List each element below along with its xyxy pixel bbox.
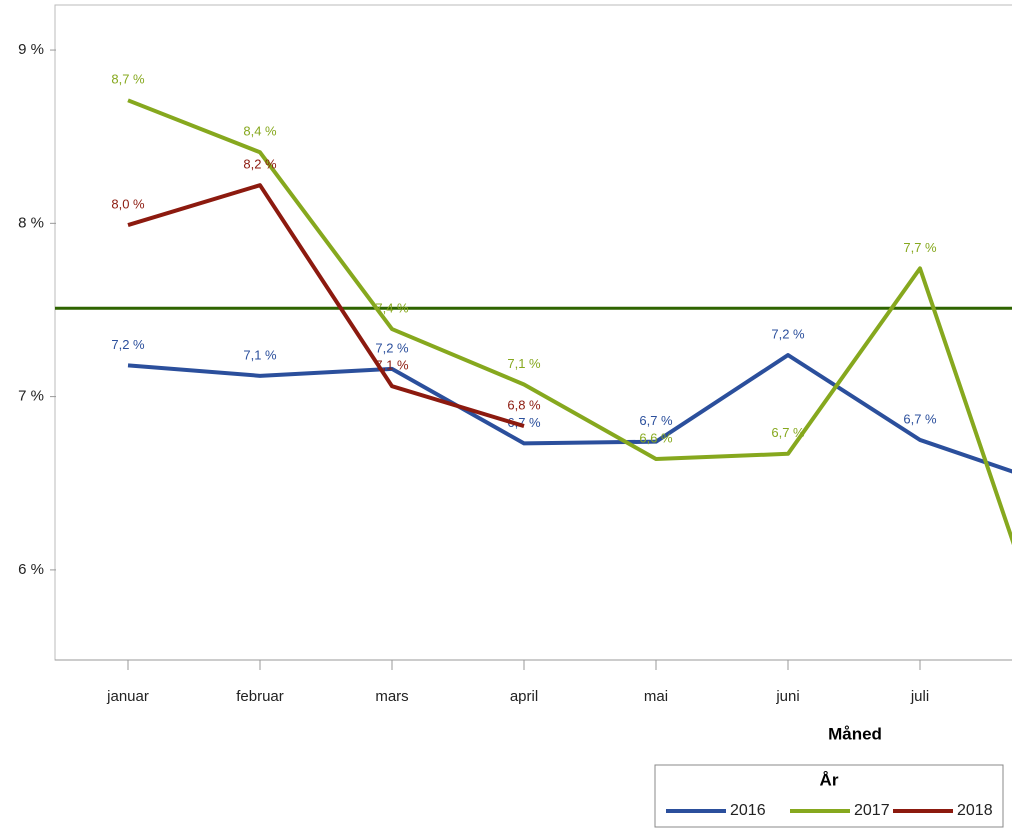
y-tick-label: 6 % [18,561,44,578]
data-label: 6,7 % [639,413,673,428]
data-label: 6,7 % [507,415,541,430]
data-label: 7,7 % [903,240,937,255]
legend-box [654,764,1004,828]
data-label: 8,2 % [243,157,277,172]
plot-frame [54,4,1012,661]
data-label: 8,0 % [111,197,145,212]
data-label: 8,7 % [111,72,145,87]
data-label: 7,4 % [375,300,409,315]
x-tick-label: april [510,688,538,705]
x-tick-label: juli [910,688,929,705]
data-label: 6,8 % [507,398,541,413]
data-label: 7,2 % [771,326,805,341]
legend-label: 2016 [730,802,766,819]
series-line [127,183,525,428]
data-label: 6,7 % [771,425,805,440]
y-tick-label: 8 % [18,214,44,231]
series-line [127,98,1012,546]
series-line [127,353,1012,474]
legend-label: 2018 [957,802,993,819]
x-tick-label: mars [375,688,408,705]
data-label: 7,1 % [507,356,541,371]
x-tick-label: februar [236,688,284,705]
data-label: 8,4 % [243,124,277,139]
data-label: 7,1 % [375,358,409,373]
x-tick-label: juni [775,688,799,705]
legend-label: 2017 [854,802,890,819]
y-tick-label: 7 % [18,388,44,405]
y-tick-label: 9 % [18,41,44,58]
data-label: 6,7 % [903,411,937,426]
data-label: 6,6 % [639,430,673,445]
x-axis-label: Måned [828,724,882,743]
x-tick-label: januar [106,688,149,705]
data-label: 7,1 % [243,347,277,362]
legend-title: År [820,770,839,789]
data-label: 7,2 % [375,340,409,355]
data-label: 7,2 % [111,337,145,352]
x-tick-label: mai [644,688,668,705]
